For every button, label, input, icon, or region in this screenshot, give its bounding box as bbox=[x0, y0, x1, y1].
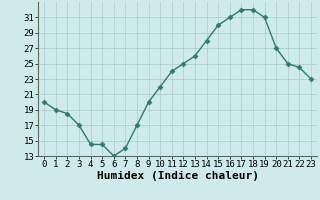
X-axis label: Humidex (Indice chaleur): Humidex (Indice chaleur) bbox=[97, 171, 259, 181]
